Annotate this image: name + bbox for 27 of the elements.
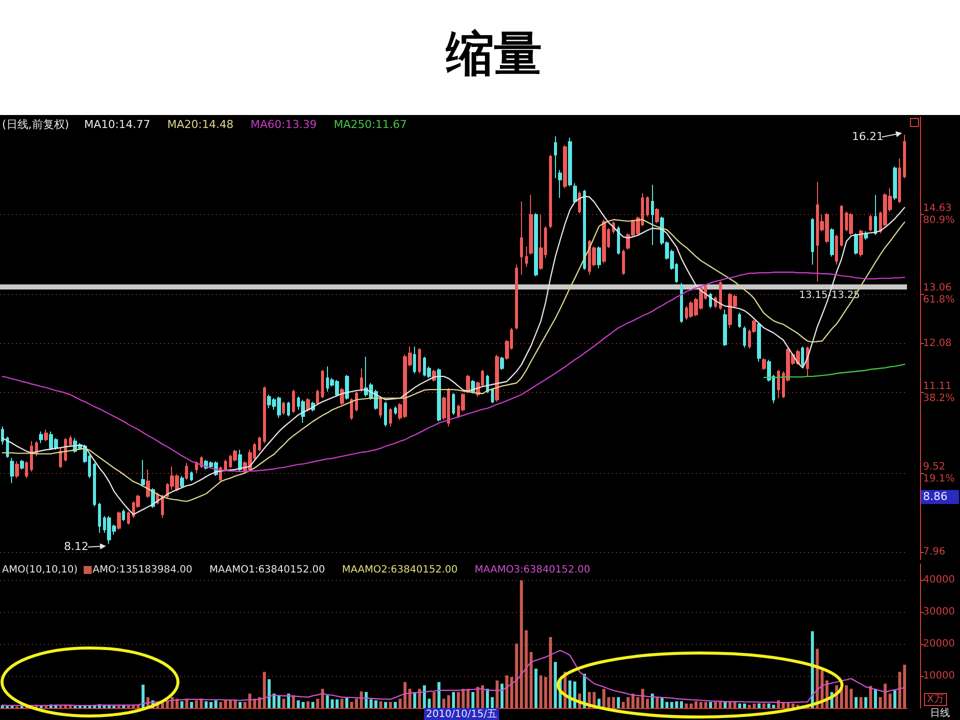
text: MA10:14.77 <box>84 118 150 131</box>
legend-label: MAAMO1:63840152.00 <box>209 564 325 576</box>
y-tick-label: 40000 <box>923 574 955 586</box>
text: MA60:13.39 <box>250 118 317 131</box>
y-tick-label: 10000 <box>923 670 955 682</box>
y-tick-label: 30000 <box>923 606 955 618</box>
legend-title: (日线,前复权) <box>2 118 70 131</box>
annotation: 16.21 <box>852 130 884 144</box>
text: 2010/10/15/五 <box>424 708 500 720</box>
y-axis-title: X万 <box>924 693 947 706</box>
y-tick-label: 12.08 <box>923 338 952 350</box>
text: MA20:14.48 <box>167 118 234 131</box>
y-tick-label: 7.96 <box>923 546 946 558</box>
text: MA250:11.67 <box>334 118 407 131</box>
y-tick-label: 13.06 61.8% <box>923 282 955 306</box>
text: MAAMO3:63840152.00 <box>474 564 590 576</box>
chart-title: 缩量 <box>445 26 542 82</box>
y-tick-label: 9.52 19.1% <box>923 462 955 485</box>
y-tick-label: 11.11 38.2% <box>923 381 955 404</box>
annotation: 8.12 <box>64 540 88 554</box>
text: 日线 <box>930 708 950 719</box>
legend-title: AMO(10,10,10) <box>2 564 78 576</box>
y-tick-label: 20000 <box>923 638 955 650</box>
legend-label: MAAMO2:63840152.00 <box>342 564 458 576</box>
text: 8.86 <box>921 490 959 504</box>
legend-label: AMO:135183984.00 <box>92 564 192 576</box>
y-tick-label: 14.63 80.9% <box>923 203 955 226</box>
